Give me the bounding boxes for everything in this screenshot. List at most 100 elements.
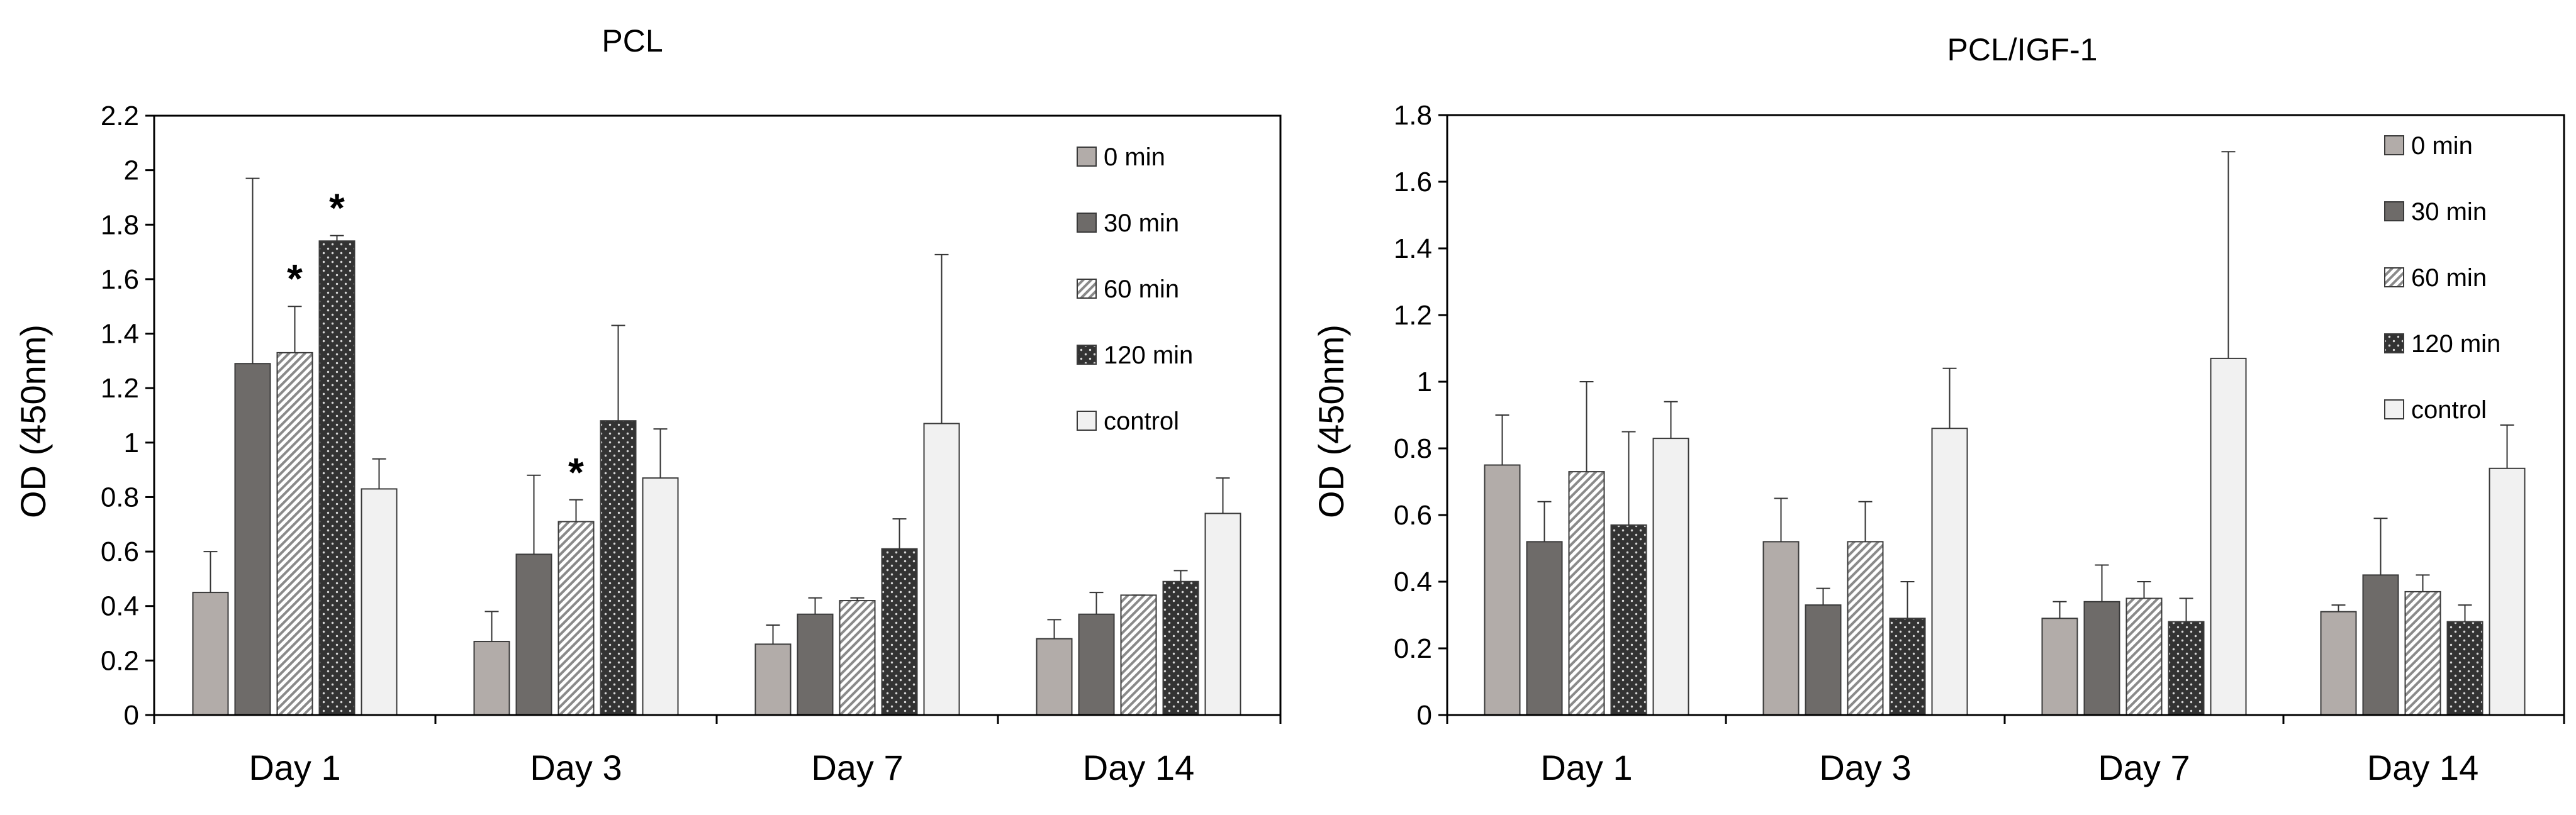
legend-label: 0 min	[1104, 143, 1165, 171]
y-tick-label: 1.6	[1394, 167, 1432, 197]
error-bars	[1495, 151, 2514, 622]
bar	[1610, 524, 1647, 716]
y-tick-label: 1.6	[101, 264, 139, 295]
y-tick-label: 0.4	[101, 591, 139, 622]
bar	[881, 548, 918, 716]
bar	[2210, 357, 2247, 716]
legend: 0 min 30 min 60 min 120 min control	[1077, 143, 1193, 435]
bar	[600, 420, 637, 716]
legend-label: 0 min	[2411, 132, 2473, 160]
y-tick-label: 1	[1417, 367, 1432, 397]
legend-swatch	[1077, 411, 1097, 431]
legend-label: 120 min	[2411, 330, 2500, 358]
chart-title: PCL/IGF-1	[1947, 32, 2098, 67]
legend-swatch	[2384, 267, 2404, 287]
bar	[1889, 618, 1926, 716]
y-tick-label: 1.2	[101, 373, 139, 404]
y-axis-label: OD (450nm)	[13, 324, 53, 518]
y-tick-label: 2	[124, 155, 139, 186]
y-tick-label: 0	[1417, 700, 1432, 731]
legend-label: 30 min	[1104, 209, 1179, 237]
legend-swatch	[1077, 279, 1097, 299]
bar	[276, 352, 313, 716]
bar	[361, 488, 398, 716]
y-tick-label: 1.4	[1394, 233, 1432, 264]
y-tick-label: 1.4	[101, 319, 139, 350]
legend-swatch	[2384, 135, 2404, 155]
y-tick-label: 1.2	[1394, 300, 1432, 331]
category-label: Day 3	[530, 748, 622, 787]
bars	[1484, 357, 2526, 716]
annotations: * * *	[287, 186, 584, 495]
bar	[192, 592, 229, 716]
error-bars	[203, 177, 1230, 645]
category-label: Day 1	[249, 748, 340, 787]
significance-marker: *	[287, 256, 303, 301]
bar	[318, 240, 356, 716]
bar	[2168, 621, 2205, 716]
bar	[642, 477, 679, 716]
bar	[1652, 438, 1689, 716]
y-ticks: 0 0.2 0.4 0.6 0.8 1 1.2 1.4 1.6 1.8 2 2.2	[101, 101, 154, 731]
bars	[192, 240, 1241, 716]
legend-label: control	[1104, 408, 1179, 435]
bar	[754, 643, 792, 716]
bar	[234, 363, 271, 716]
y-tick-label: 0.2	[101, 645, 139, 676]
legend-swatch	[1077, 345, 1097, 365]
bar	[1078, 613, 1115, 716]
legend: 0 min 30 min 60 min 120 min control	[2384, 132, 2500, 424]
bar	[1162, 580, 1199, 716]
category-label: Day 7	[811, 748, 903, 787]
legend-swatch	[2384, 333, 2404, 353]
y-tick-label: 1	[124, 428, 139, 458]
category-label: Day 1	[1540, 748, 1632, 787]
bar	[1568, 471, 1605, 716]
legend-label: 120 min	[1104, 341, 1193, 369]
bar	[1526, 541, 1563, 716]
bar	[2083, 601, 2120, 716]
legend-swatch	[2384, 399, 2404, 419]
y-tick-label: 1.8	[1394, 100, 1432, 131]
y-tick-label: 0.6	[101, 536, 139, 567]
y-tick-label: 0.8	[101, 482, 139, 513]
bar	[557, 521, 595, 716]
bar	[2404, 590, 2441, 716]
y-tick-label: 1.8	[101, 209, 139, 240]
bar	[2362, 574, 2399, 716]
bar	[2320, 611, 2357, 716]
legend-swatch	[1077, 147, 1097, 167]
legend-swatch	[1077, 213, 1097, 233]
bar	[2489, 467, 2526, 716]
bar	[797, 613, 834, 716]
y-ticks: 0 0.2 0.4 0.6 0.8 1 1.2 1.4 1.6 1.8	[1394, 100, 1447, 731]
y-tick-label: 0.2	[1394, 633, 1432, 664]
bar	[839, 600, 876, 716]
y-tick-label: 0.4	[1394, 567, 1432, 597]
bar	[1036, 638, 1073, 716]
legend-label: 30 min	[2411, 198, 2487, 226]
legend-label: 60 min	[1104, 275, 1179, 303]
chart-pcl: PCL OD (450nm) 0 0.2 0.4 0.6 0.8 1 1.2 1.4 1.6 1.…	[13, 23, 1282, 787]
bar	[2446, 621, 2484, 716]
bar	[2041, 618, 2078, 716]
legend-label: control	[2411, 396, 2487, 424]
y-tick-label: 2.2	[101, 101, 139, 131]
bar	[1931, 428, 1968, 716]
bar	[515, 553, 552, 716]
bar	[1204, 513, 1241, 716]
category-label: Day 3	[1819, 748, 1911, 787]
y-tick-label: 0	[124, 700, 139, 731]
chart-title: PCL	[602, 23, 663, 58]
bar	[1805, 604, 1842, 716]
y-tick-label: 0.8	[1394, 433, 1432, 464]
legend-label: 60 min	[2411, 264, 2487, 292]
y-axis-label: OD (450nm)	[1311, 324, 1351, 518]
bar	[2125, 597, 2163, 716]
category-labels: Day 1 Day 3 Day 7 Day 14	[1446, 715, 2565, 787]
y-tick-label: 0.6	[1394, 500, 1432, 531]
category-label: Day 14	[2367, 748, 2478, 787]
bar	[1120, 594, 1157, 716]
category-labels: Day 1 Day 3 Day 7 Day 14	[153, 715, 1282, 787]
